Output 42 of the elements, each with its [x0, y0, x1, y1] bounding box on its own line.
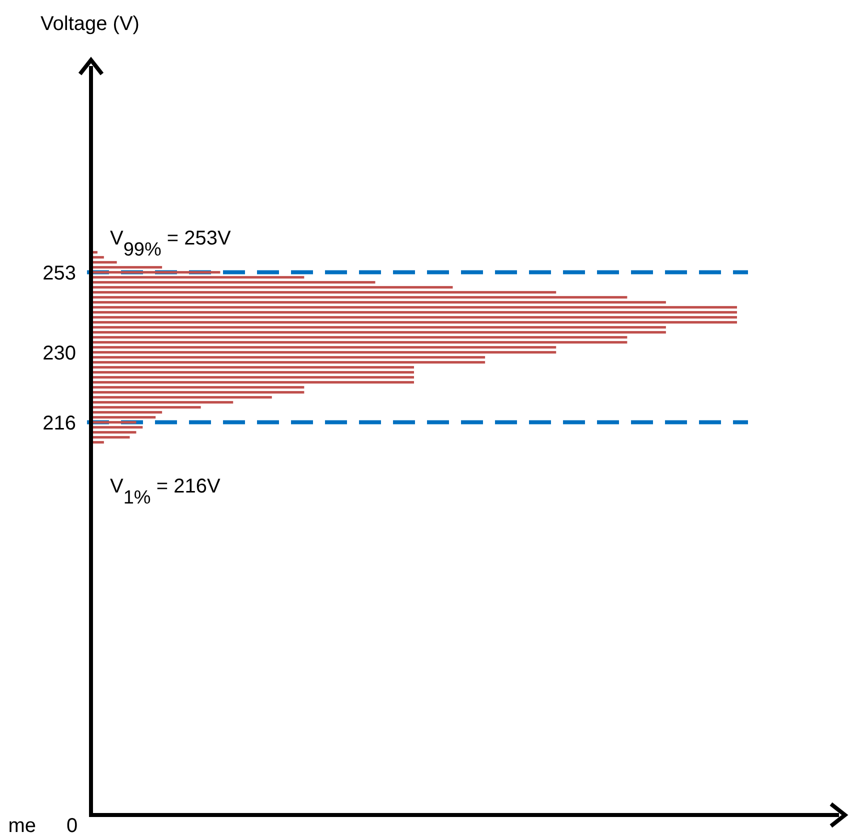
bar [91, 421, 136, 424]
bar [91, 436, 130, 439]
text: me [8, 815, 36, 835]
bar [91, 291, 556, 294]
bar [91, 361, 486, 364]
bar [91, 261, 117, 264]
bar [91, 266, 162, 269]
text: 0 [66, 815, 78, 835]
bar [91, 351, 556, 354]
bar [91, 431, 136, 434]
text: Voltage (V) [40, 13, 140, 35]
y-tick-label: 230 [42, 342, 76, 364]
bar [91, 366, 414, 369]
bar [91, 356, 486, 359]
bar [91, 326, 666, 329]
bar [91, 376, 414, 379]
bar [91, 426, 143, 429]
bar [91, 391, 304, 394]
bar [91, 306, 737, 309]
bar [91, 401, 234, 404]
bar [91, 276, 304, 279]
bar [91, 381, 414, 384]
bar [91, 411, 162, 414]
bar [91, 296, 628, 299]
bar [91, 396, 272, 399]
bar [91, 341, 628, 344]
bar [91, 301, 666, 304]
bar [91, 316, 737, 319]
y-tick-label: 216 [42, 412, 76, 434]
bar [91, 331, 666, 334]
bar [91, 286, 453, 289]
bar [91, 336, 628, 339]
bar [91, 371, 414, 374]
y-tick-label: 253 [42, 262, 76, 284]
bar [91, 271, 220, 274]
bar [91, 406, 201, 409]
bar [91, 386, 304, 389]
bar [91, 281, 376, 284]
bar [91, 321, 737, 324]
bar [91, 311, 737, 314]
bar [91, 346, 556, 349]
bar [91, 416, 156, 419]
